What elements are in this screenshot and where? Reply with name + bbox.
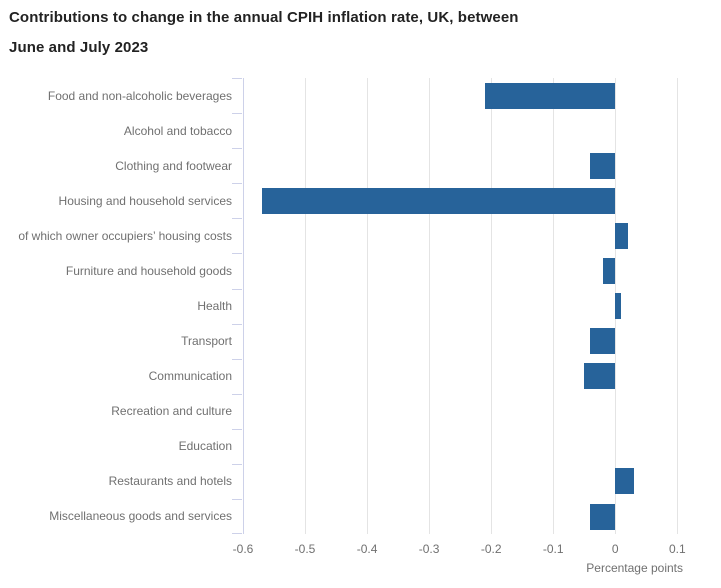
y-axis-tick [232, 358, 242, 360]
category-label: Education [178, 439, 232, 454]
category-label: Clothing and footwear [115, 158, 232, 173]
y-axis-tick [232, 428, 242, 430]
chart-title: Contributions to change in the annual CP… [9, 3, 519, 63]
y-axis-tick [232, 323, 242, 325]
bar-health [615, 293, 622, 319]
category-label: Miscellaneous goods and services [49, 509, 232, 524]
x-tick-label: -0.6 [232, 542, 254, 556]
plot-area [232, 78, 699, 534]
x-tick-label: -0.2 [480, 542, 502, 556]
category-label: Transport [181, 334, 232, 349]
gridline [491, 78, 493, 534]
gridline [367, 78, 369, 534]
x-tick-label: -0.4 [356, 542, 378, 556]
y-axis-tick [232, 148, 242, 150]
bar-miscellaneous-goods-and-services [590, 503, 616, 530]
category-label: Food and non-alcoholic beverages [47, 88, 232, 103]
category-label: Furniture and household goods [65, 263, 232, 278]
y-axis-tick [232, 463, 242, 465]
y-axis-tick [232, 183, 242, 185]
y-axis-tick [232, 253, 242, 255]
chart-title-line1: Contributions to change in the annual CP… [9, 9, 519, 26]
bar-of-which-owner-occupiers-housing-costs [615, 222, 628, 249]
x-tick-label: 0 [611, 542, 619, 556]
y-axis-tick [232, 498, 242, 500]
x-tick-label: -0.3 [418, 542, 440, 556]
x-tick-label: 0.1 [668, 542, 686, 556]
x-tick-label: -0.1 [542, 542, 564, 556]
category-label: Recreation and culture [111, 404, 232, 419]
gridline [553, 78, 555, 534]
category-label: of which owner occupiers’ housing costs [18, 228, 232, 243]
gridline [677, 78, 679, 534]
y-axis-tick [232, 288, 242, 290]
bar-restaurants-and-hotels [615, 468, 634, 495]
y-axis-tick [232, 113, 242, 115]
bar-housing-and-household-services [261, 187, 616, 214]
y-axis-tick [232, 393, 242, 395]
bar-furniture-and-household-goods [602, 257, 616, 284]
category-label: Housing and household services [58, 193, 232, 208]
bar-transport [590, 328, 616, 355]
category-label: Alcohol and tobacco [123, 123, 232, 138]
bar-communication [584, 363, 616, 390]
x-axis-title: Percentage points [586, 561, 683, 575]
y-axis-tick [232, 78, 242, 79]
x-tick-label: -0.5 [294, 542, 316, 556]
category-label: Health [197, 299, 232, 314]
bar-food-and-non-alcoholic-beverages [485, 82, 616, 109]
bar-clothing-and-footwear [590, 152, 616, 179]
x-axis-tick-labels: -0.6 -0.5 -0.4 -0.3 -0.2 -0.1 0 0.1 [0, 542, 721, 558]
category-label: Communication [148, 369, 232, 384]
y-axis-tick [232, 218, 242, 220]
gridline [305, 78, 306, 534]
y-axis-tick [232, 533, 242, 534]
category-label: Restaurants and hotels [108, 474, 232, 489]
y-axis-line [243, 78, 244, 534]
gridline [429, 78, 431, 534]
chart-title-line2: June and July 2023 [9, 39, 149, 56]
